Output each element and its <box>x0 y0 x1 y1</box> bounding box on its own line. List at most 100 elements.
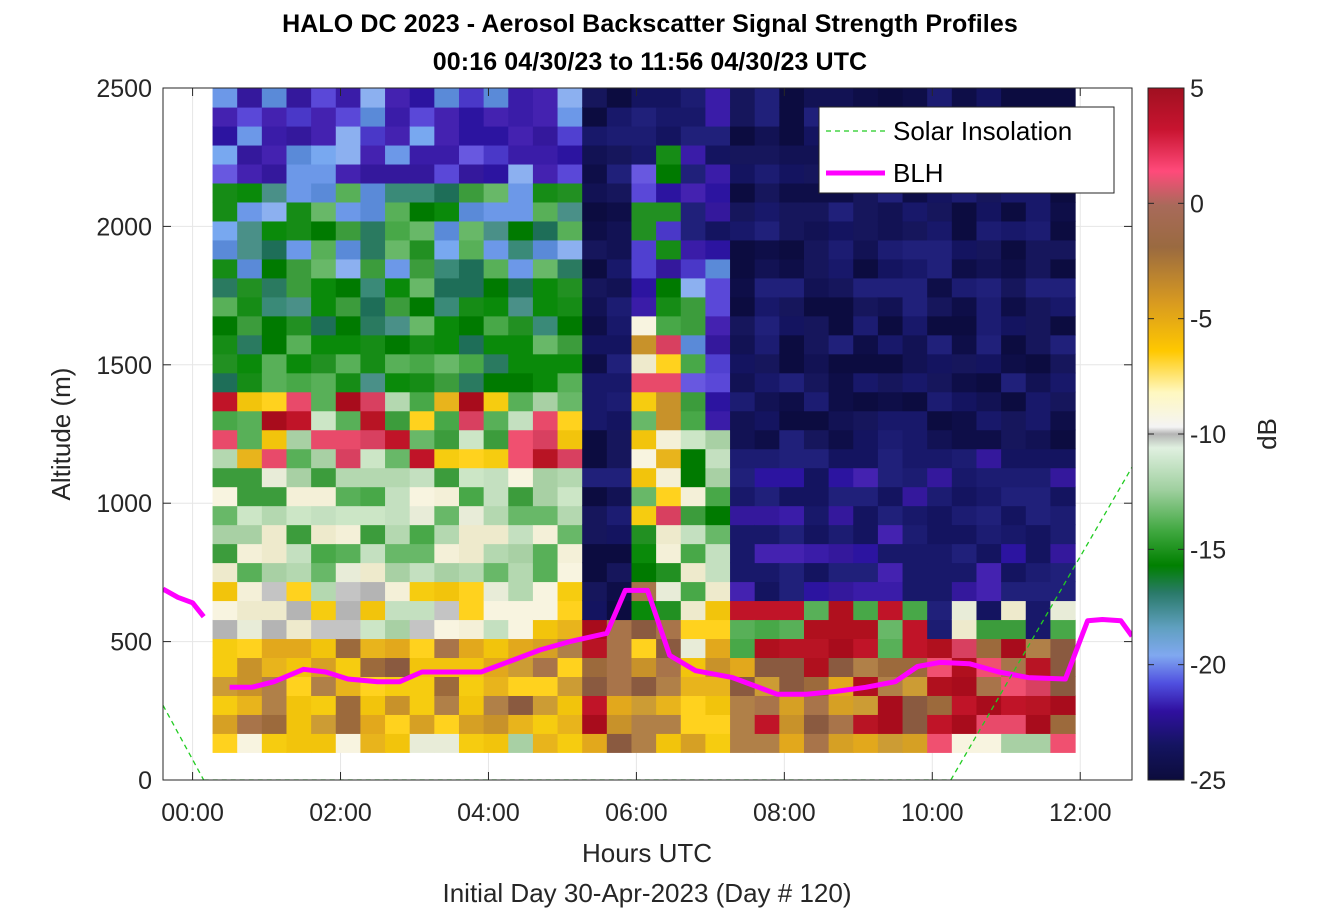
heatmap-cell <box>754 315 780 336</box>
heatmap-cell <box>730 88 756 108</box>
heatmap-cell <box>828 372 854 393</box>
heatmap-cell <box>853 619 879 640</box>
heatmap-cell <box>779 581 805 602</box>
heatmap-cell <box>902 638 928 659</box>
heatmap-cell <box>557 277 583 298</box>
heatmap-cell <box>360 619 386 640</box>
heatmap-cell <box>360 695 386 715</box>
heatmap-cell <box>385 163 411 184</box>
heatmap-cell <box>360 163 386 184</box>
heatmap-cell <box>360 448 386 469</box>
heatmap-cell <box>385 600 411 621</box>
heatmap-cell <box>1025 410 1051 431</box>
heatmap-cell <box>483 524 509 545</box>
heatmap-cell <box>483 429 509 450</box>
heatmap-cell <box>730 353 756 374</box>
heatmap-cell <box>705 88 731 108</box>
heatmap-cell <box>606 391 633 412</box>
heatmap-cell <box>828 410 854 431</box>
heatmap-cell <box>385 353 411 374</box>
heatmap-cell <box>902 524 928 545</box>
heatmap-cell <box>853 695 879 715</box>
heatmap-cell <box>532 144 559 165</box>
heatmap-cell <box>335 353 362 374</box>
heatmap-cell <box>779 676 805 696</box>
heatmap-cell <box>532 543 559 564</box>
heatmap-cell <box>606 581 633 602</box>
heatmap-cell <box>631 353 657 374</box>
heatmap-cell <box>1001 410 1027 431</box>
heatmap-cell <box>582 296 608 317</box>
heatmap-cell <box>951 410 978 431</box>
heatmap-cell <box>385 220 411 241</box>
heatmap-cell <box>877 714 904 734</box>
heatmap-cell <box>557 296 583 317</box>
heatmap-cell <box>656 676 682 696</box>
heatmap-cell <box>730 239 756 260</box>
heatmap-cell <box>557 353 583 374</box>
heatmap-cell <box>458 562 485 583</box>
heatmap-cell <box>508 486 534 507</box>
heatmap-cell <box>212 258 238 279</box>
heatmap-cell <box>335 125 362 146</box>
heatmap-cell <box>853 562 879 583</box>
heatmap-cell <box>532 391 559 412</box>
heatmap-cell <box>286 467 312 488</box>
heatmap-cell <box>606 676 633 696</box>
heatmap-cell <box>754 657 780 677</box>
heatmap-cell <box>237 695 263 715</box>
heatmap-cell <box>754 486 780 507</box>
heatmap-cell <box>927 486 953 507</box>
heatmap-cell <box>730 106 756 127</box>
heatmap-cell <box>927 258 953 279</box>
y-axis: 0 500 1000 1500 2000 2500 <box>96 75 1132 795</box>
x-axis-title: Hours UTC <box>582 838 712 868</box>
heatmap-cell <box>1050 239 1076 260</box>
heatmap-cell <box>730 714 756 734</box>
heatmap-cell <box>360 505 386 526</box>
heatmap-cell <box>853 334 879 355</box>
heatmap-cell <box>828 657 854 677</box>
heatmap-cell <box>730 201 756 222</box>
heatmap-cell <box>1050 543 1076 564</box>
heatmap-cell <box>754 201 780 222</box>
heatmap-cell <box>483 562 509 583</box>
heatmap-cell <box>803 600 830 621</box>
heatmap-cell <box>951 277 978 298</box>
heatmap-cell <box>1025 676 1051 696</box>
heatmap-cell <box>508 106 534 127</box>
heatmap-cell <box>286 619 312 640</box>
heatmap-cell <box>582 106 608 127</box>
heatmap-cell <box>779 144 805 165</box>
heatmap-cell <box>631 467 657 488</box>
heatmap-cell <box>656 106 682 127</box>
heatmap-cell <box>1001 429 1027 450</box>
heatmap-cell <box>286 486 312 507</box>
heatmap-cell <box>1050 733 1076 753</box>
heatmap-cell <box>1050 334 1076 355</box>
heatmap-cell <box>606 372 633 393</box>
heatmap-cell <box>680 448 707 469</box>
heatmap-cell <box>606 714 633 734</box>
heatmap-cell <box>557 201 583 222</box>
heatmap-cell <box>754 733 780 753</box>
heatmap-cell <box>779 486 805 507</box>
heatmap-cell <box>951 619 978 640</box>
heatmap-cell <box>335 467 362 488</box>
heatmap-cell <box>976 391 1002 412</box>
heatmap-cell <box>705 353 731 374</box>
heatmap-cell <box>927 714 953 734</box>
heatmap-cell <box>335 638 362 659</box>
heatmap-cell <box>705 714 731 734</box>
heatmap-cell <box>261 410 288 431</box>
heatmap-cell <box>508 733 534 753</box>
heatmap-cell <box>1025 258 1051 279</box>
heatmap-cell <box>458 600 485 621</box>
heatmap-cell <box>927 562 953 583</box>
heatmap-cell <box>434 201 460 222</box>
heatmap-cell <box>656 695 682 715</box>
heatmap-cell <box>902 714 928 734</box>
heatmap-cell <box>1025 201 1051 222</box>
heatmap-cell <box>582 448 608 469</box>
heatmap-cell <box>335 695 362 715</box>
